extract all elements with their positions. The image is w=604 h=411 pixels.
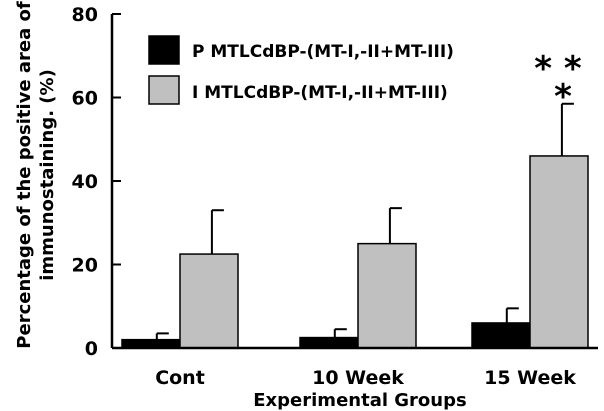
significance-marker-bottom: *	[554, 77, 572, 117]
y-axis-title-line-1: Percentage of the positive area of	[14, 1, 35, 349]
category-labels: Cont 10 Week 15 Week	[155, 367, 576, 389]
y-axis-ticks: 0 20 40 60 80	[72, 4, 121, 360]
bar	[179, 253, 239, 349]
bar	[299, 336, 359, 349]
category-label: Cont	[155, 367, 205, 389]
bar	[471, 322, 531, 349]
y-tick-label: 20	[72, 255, 98, 277]
y-tick-label: 40	[72, 171, 98, 193]
y-tick-label: 60	[72, 88, 98, 110]
y-axis-title-line-2: immunostaining. (%)	[37, 69, 58, 281]
legend: P MTLCdBP-(MT-I,-II+MT-III) I MTLCdBP-(M…	[148, 35, 454, 105]
bars	[121, 102, 589, 349]
bar	[121, 338, 181, 349]
y-tick-label: 0	[85, 338, 98, 360]
y-tick-label: 80	[72, 4, 98, 26]
bar	[529, 155, 589, 349]
x-axis-title: Experimental Groups	[253, 390, 466, 411]
legend-swatch-series-2	[148, 75, 180, 105]
legend-label-series-1: P MTLCdBP-(MT-I,-II+MT-III)	[192, 42, 454, 62]
axes	[110, 14, 598, 350]
legend-swatch-series-1	[148, 35, 180, 65]
significance-marker-top: * *	[534, 49, 582, 89]
legend-label-series-2: I MTLCdBP-(MT-I,-II+MT-III)	[192, 83, 448, 103]
bar	[357, 242, 417, 349]
category-label: 15 Week	[484, 367, 576, 389]
category-label: 10 Week	[312, 367, 404, 389]
